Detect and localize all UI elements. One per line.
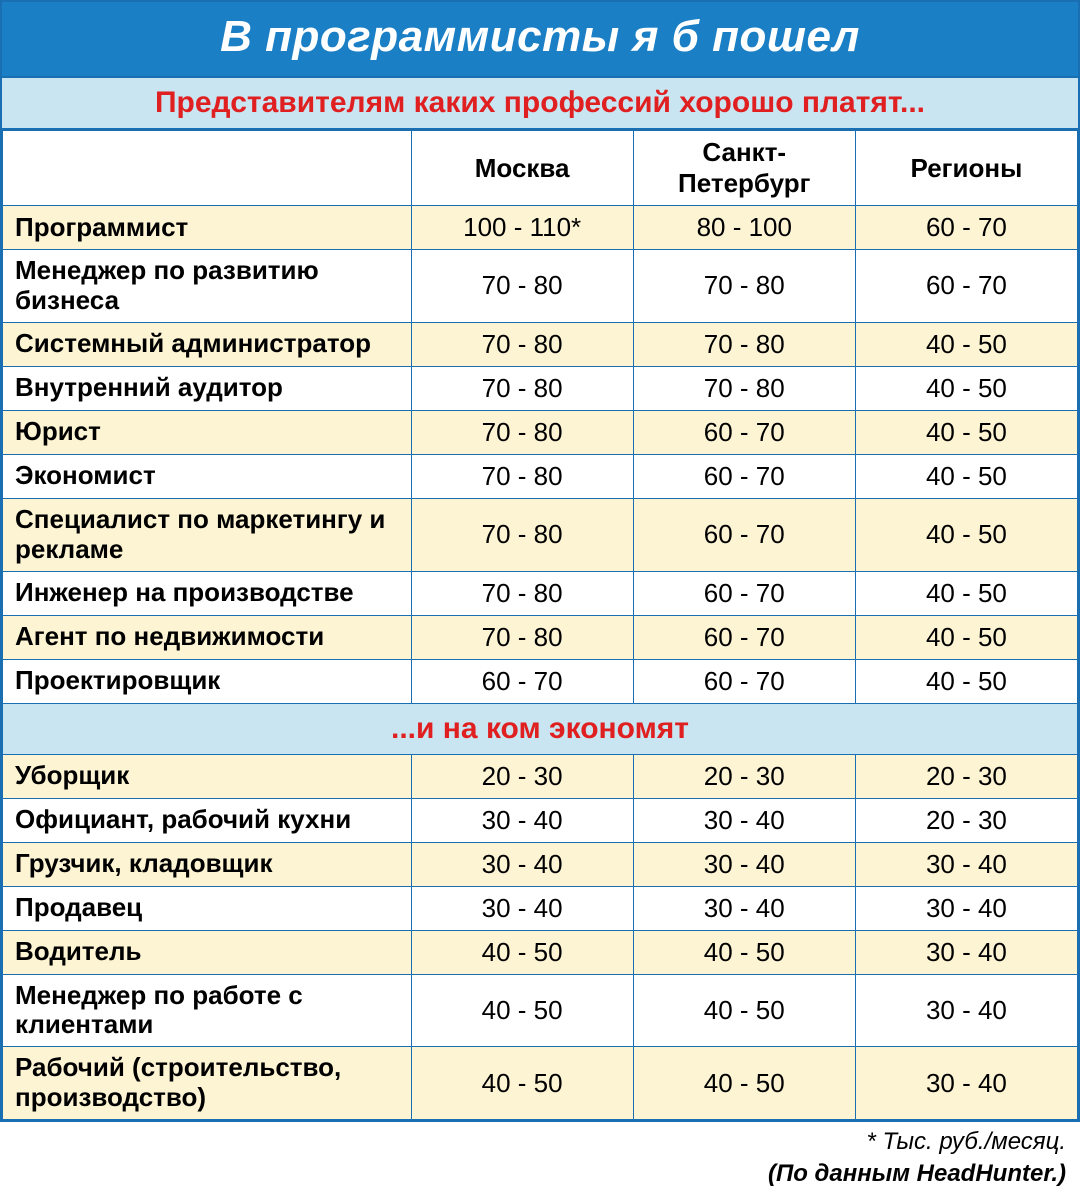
- section-low-paid: ...и на ком экономят: [3, 703, 1078, 754]
- value-cell-moscow: 70 - 80: [411, 410, 633, 454]
- value-cell-spb: 70 - 80: [633, 366, 855, 410]
- header-empty: [3, 131, 412, 206]
- value-cell-spb: 40 - 50: [633, 1047, 855, 1120]
- value-cell-moscow: 20 - 30: [411, 754, 633, 798]
- profession-cell: Юрист: [3, 410, 412, 454]
- profession-cell: Менеджер по развитию бизнеса: [3, 250, 412, 323]
- table-row: Программист100 - 110*80 - 10060 - 70: [3, 206, 1078, 250]
- table-row: Системный администратор70 - 8070 - 8040 …: [3, 322, 1078, 366]
- profession-cell: Водитель: [3, 930, 412, 974]
- value-cell-spb: 60 - 70: [633, 659, 855, 703]
- value-cell-spb: 80 - 100: [633, 206, 855, 250]
- table-row: Уборщик20 - 3020 - 3020 - 30: [3, 754, 1078, 798]
- value-cell-moscow: 70 - 80: [411, 454, 633, 498]
- table-row: Официант, рабочий кухни30 - 4030 - 4020 …: [3, 798, 1078, 842]
- value-cell-moscow: 70 - 80: [411, 571, 633, 615]
- table-row: Юрист70 - 8060 - 7040 - 50: [3, 410, 1078, 454]
- table-row: Внутренний аудитор70 - 8070 - 8040 - 50: [3, 366, 1078, 410]
- subtitle-high-paid: Представителям каких профессий хорошо пл…: [2, 76, 1078, 130]
- value-cell-regions: 40 - 50: [855, 615, 1077, 659]
- profession-cell: Программист: [3, 206, 412, 250]
- value-cell-regions: 30 - 40: [855, 886, 1077, 930]
- profession-cell: Грузчик, кладовщик: [3, 842, 412, 886]
- value-cell-moscow: 60 - 70: [411, 659, 633, 703]
- profession-cell: Уборщик: [3, 754, 412, 798]
- table-row: Специалист по маркетингу и рекламе70 - 8…: [3, 498, 1078, 571]
- header-moscow: Москва: [411, 131, 633, 206]
- value-cell-moscow: 70 - 80: [411, 498, 633, 571]
- value-cell-spb: 60 - 70: [633, 615, 855, 659]
- value-cell-moscow: 30 - 40: [411, 842, 633, 886]
- profession-cell: Продавец: [3, 886, 412, 930]
- value-cell-spb: 60 - 70: [633, 454, 855, 498]
- value-cell-regions: 30 - 40: [855, 930, 1077, 974]
- table-row: Проектировщик60 - 7060 - 7040 - 50: [3, 659, 1078, 703]
- value-cell-moscow: 40 - 50: [411, 974, 633, 1047]
- table-row: Экономист70 - 8060 - 7040 - 50: [3, 454, 1078, 498]
- footnote-units: * Тыс. руб./месяц.: [0, 1122, 1080, 1160]
- value-cell-regions: 30 - 40: [855, 842, 1077, 886]
- value-cell-moscow: 30 - 40: [411, 798, 633, 842]
- value-cell-regions: 30 - 40: [855, 1047, 1077, 1120]
- value-cell-spb: 60 - 70: [633, 410, 855, 454]
- profession-cell: Рабочий (строительство, производство): [3, 1047, 412, 1120]
- profession-cell: Системный администратор: [3, 322, 412, 366]
- value-cell-moscow: 30 - 40: [411, 886, 633, 930]
- profession-cell: Внутренний аудитор: [3, 366, 412, 410]
- main-title: В программисты я б пошел: [2, 2, 1078, 76]
- salary-table-container: В программисты я б пошел Представителям …: [0, 0, 1080, 1122]
- value-cell-spb: 30 - 40: [633, 842, 855, 886]
- value-cell-regions: 40 - 50: [855, 659, 1077, 703]
- table-row: Агент по недвижимости70 - 8060 - 7040 - …: [3, 615, 1078, 659]
- value-cell-spb: 60 - 70: [633, 571, 855, 615]
- value-cell-regions: 40 - 50: [855, 366, 1077, 410]
- value-cell-regions: 60 - 70: [855, 206, 1077, 250]
- table-row: Водитель40 - 5040 - 5030 - 40: [3, 930, 1078, 974]
- value-cell-spb: 60 - 70: [633, 498, 855, 571]
- value-cell-spb: 40 - 50: [633, 930, 855, 974]
- table-row: Менеджер по развитию бизнеса70 - 8070 - …: [3, 250, 1078, 323]
- profession-cell: Экономист: [3, 454, 412, 498]
- value-cell-regions: 20 - 30: [855, 798, 1077, 842]
- table-row: Продавец30 - 4030 - 4030 - 40: [3, 886, 1078, 930]
- value-cell-spb: 20 - 30: [633, 754, 855, 798]
- value-cell-moscow: 70 - 80: [411, 322, 633, 366]
- value-cell-regions: 40 - 50: [855, 322, 1077, 366]
- value-cell-regions: 40 - 50: [855, 571, 1077, 615]
- section-low-paid-title: ...и на ком экономят: [3, 703, 1078, 754]
- value-cell-moscow: 70 - 80: [411, 366, 633, 410]
- table-row: Рабочий (строительство, производство)40 …: [3, 1047, 1078, 1120]
- value-cell-spb: 30 - 40: [633, 886, 855, 930]
- value-cell-regions: 40 - 50: [855, 454, 1077, 498]
- value-cell-spb: 40 - 50: [633, 974, 855, 1047]
- profession-cell: Менеджер по работе с клиентами: [3, 974, 412, 1047]
- value-cell-moscow: 70 - 80: [411, 615, 633, 659]
- profession-cell: Официант, рабочий кухни: [3, 798, 412, 842]
- profession-cell: Специалист по маркетингу и рекламе: [3, 498, 412, 571]
- value-cell-regions: 40 - 50: [855, 498, 1077, 571]
- header-spb: Санкт-Петербург: [633, 131, 855, 206]
- value-cell-moscow: 40 - 50: [411, 930, 633, 974]
- profession-cell: Инженер на производстве: [3, 571, 412, 615]
- value-cell-spb: 70 - 80: [633, 250, 855, 323]
- table-row: Грузчик, кладовщик30 - 4030 - 4030 - 40: [3, 842, 1078, 886]
- header-regions: Регионы: [855, 131, 1077, 206]
- value-cell-spb: 70 - 80: [633, 322, 855, 366]
- value-cell-regions: 40 - 50: [855, 410, 1077, 454]
- value-cell-moscow: 70 - 80: [411, 250, 633, 323]
- value-cell-regions: 60 - 70: [855, 250, 1077, 323]
- profession-cell: Проектировщик: [3, 659, 412, 703]
- footnote-source: (По данным HeadHunter.): [0, 1160, 1080, 1200]
- value-cell-moscow: 100 - 110*: [411, 206, 633, 250]
- table-row: Менеджер по работе с клиентами40 - 5040 …: [3, 974, 1078, 1047]
- header-row: Москва Санкт-Петербург Регионы: [3, 131, 1078, 206]
- value-cell-regions: 20 - 30: [855, 754, 1077, 798]
- salary-table: Москва Санкт-Петербург Регионы Программи…: [2, 130, 1078, 1120]
- table-row: Инженер на производстве70 - 8060 - 7040 …: [3, 571, 1078, 615]
- value-cell-regions: 30 - 40: [855, 974, 1077, 1047]
- profession-cell: Агент по недвижимости: [3, 615, 412, 659]
- value-cell-moscow: 40 - 50: [411, 1047, 633, 1120]
- value-cell-spb: 30 - 40: [633, 798, 855, 842]
